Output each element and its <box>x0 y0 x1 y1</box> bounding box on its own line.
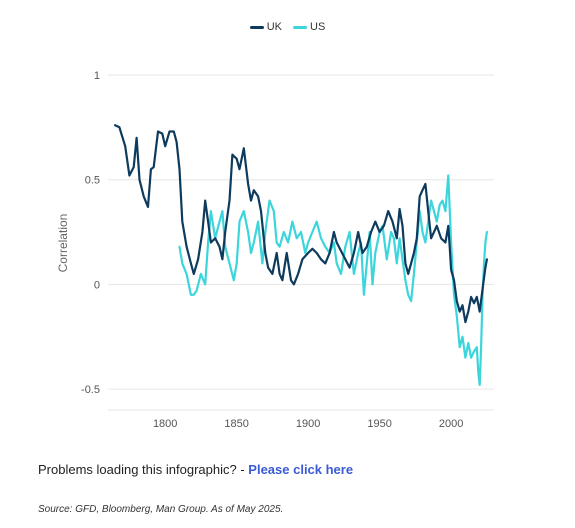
y-axis-title: Correlation <box>56 214 70 273</box>
series-line-uk <box>114 124 488 324</box>
y-tick-label: 1 <box>94 70 100 82</box>
legend-swatch-us <box>293 25 308 29</box>
legend-label-uk: UK <box>266 21 282 33</box>
x-tick-label: 1850 <box>224 418 248 430</box>
chart-legend: UK US <box>0 21 575 33</box>
legend-item-uk[interactable]: UK <box>249 21 282 33</box>
help-line: Problems loading this infographic? - Ple… <box>38 462 353 477</box>
y-tick-label: 0 <box>94 279 100 291</box>
problem-text: Problems loading this infographic? - <box>38 462 249 477</box>
x-tick-label: 1800 <box>153 418 177 430</box>
click-here-link[interactable]: Please click here <box>248 462 354 477</box>
legend-swatch-uk <box>249 25 264 29</box>
x-tick-label: 1900 <box>296 418 320 430</box>
legend-label-us: US <box>310 21 326 33</box>
correlation-chart: 1 0.5 0 -0.5 1800 1850 1900 1950 2000 Correlation <box>56 70 494 430</box>
legend-item-us[interactable]: US <box>293 21 325 33</box>
x-tick-label: 1950 <box>367 418 391 430</box>
y-tick-label: -0.5 <box>81 384 100 396</box>
series-line-us <box>178 174 488 386</box>
source-note: Source: GFD, Bloomberg, Man Group. As of… <box>38 504 284 515</box>
x-tick-label: 2000 <box>439 418 463 430</box>
y-tick-label: 0.5 <box>85 175 100 187</box>
